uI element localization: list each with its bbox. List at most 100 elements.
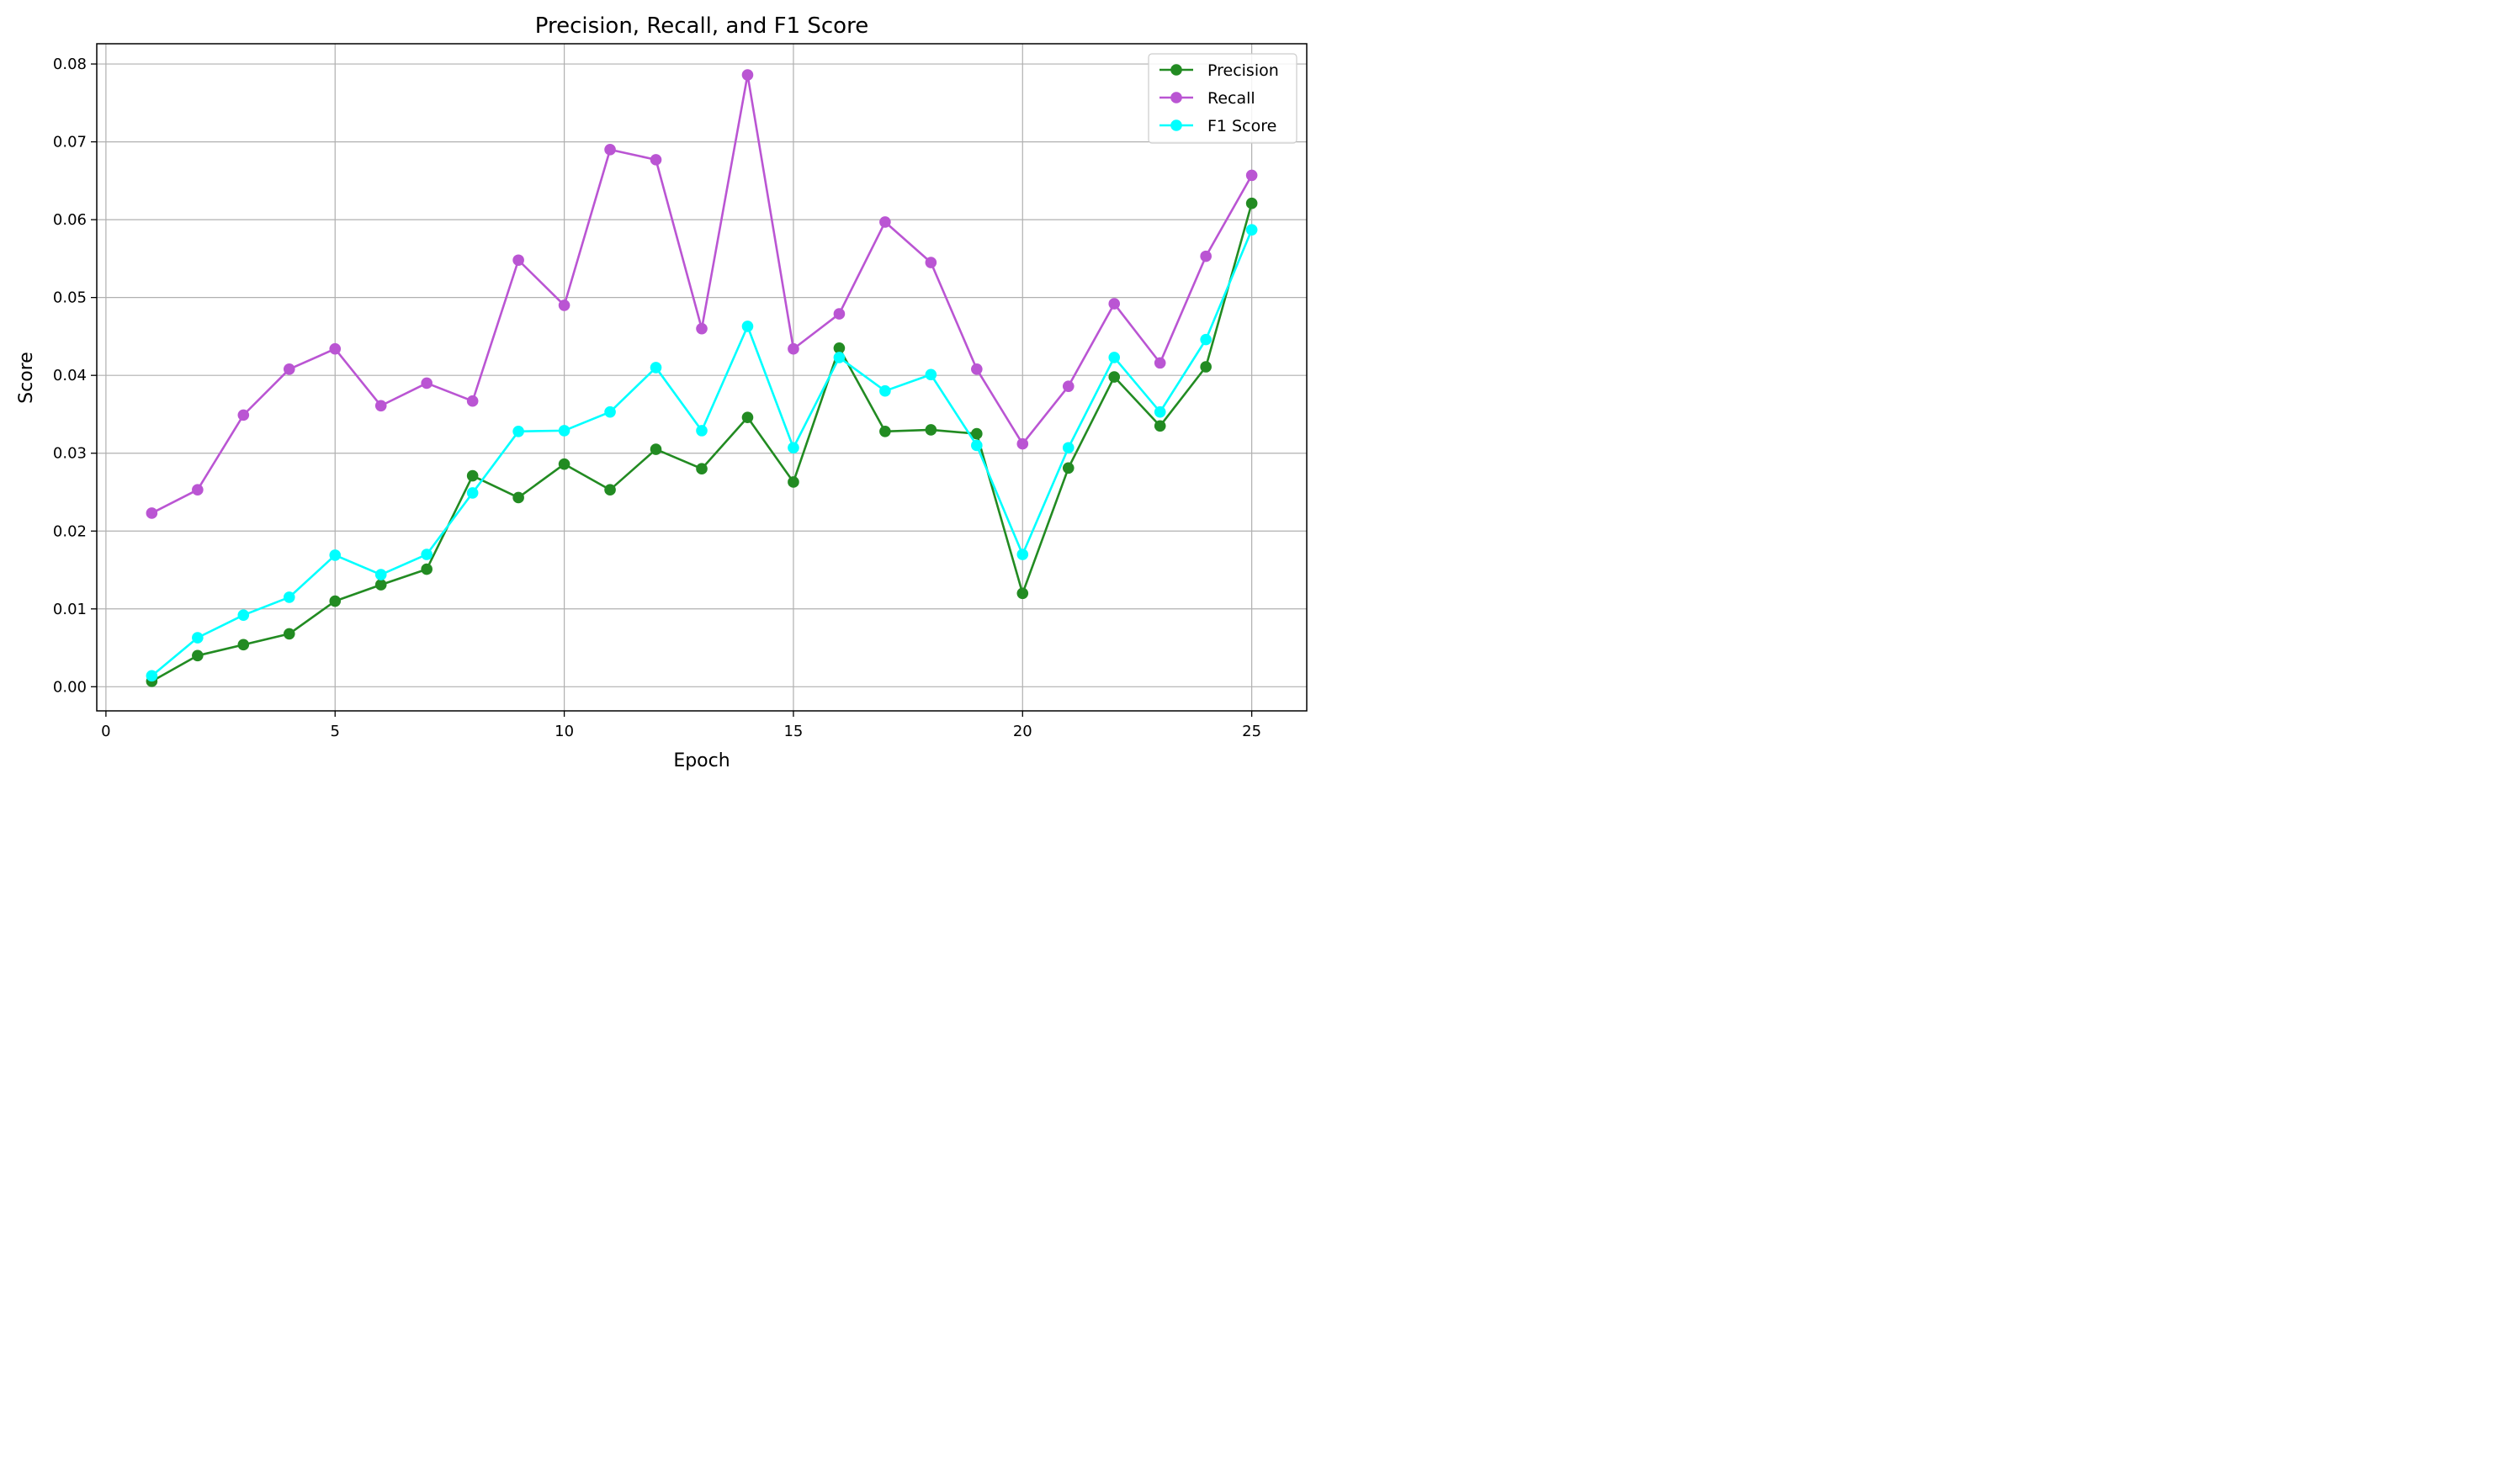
legend: Precision Recall F1 Score [1148,53,1297,144]
data-point [879,384,891,397]
data-point [283,628,295,640]
x-axis: 0 5 10 15 20 25 [101,711,1261,740]
data-point [466,469,479,482]
data-point [237,409,250,421]
data-point [833,308,846,320]
data-point [374,569,387,580]
data-point [604,144,616,156]
legend-item: Recall [1159,89,1255,108]
data-point [741,321,754,332]
data-point [374,579,387,591]
x-tick-label: 15 [783,723,803,740]
x-tick-label: 20 [1013,723,1032,740]
chart-title: Precision, Recall, and F1 Score [535,13,868,39]
data-point [146,670,158,682]
data-point [833,352,846,363]
data-point [925,424,937,436]
y-tick-label: 0.05 [53,289,87,307]
data-point [329,595,342,607]
data-point [1108,371,1121,383]
data-point [788,442,799,454]
data-point [604,484,616,496]
data-point [283,363,295,375]
series-precision [146,197,1258,687]
data-point [421,377,432,390]
data-point [696,322,708,335]
data-point [971,439,983,452]
series-f1-score [146,224,1258,682]
data-point [1016,549,1029,560]
data-point [329,342,342,355]
legend-swatch-marker [1170,92,1182,103]
y-tick-label: 0.06 [53,211,87,229]
data-point [1016,587,1029,600]
x-axis-title: Epoch [673,750,730,771]
data-point [1062,380,1075,392]
data-point [558,425,570,437]
data-point [421,563,432,575]
y-tick-label: 0.04 [53,367,87,384]
data-point [1016,437,1029,450]
grid-lines [97,44,1307,711]
data-point [466,487,479,499]
data-point [466,395,479,407]
legend-box [1148,53,1297,144]
data-point [650,443,662,455]
data-point [558,299,570,311]
legend-item: Precision [1159,61,1279,80]
data-point [879,216,891,228]
data-point [788,476,799,488]
data-point [329,549,342,561]
data-point [696,463,708,475]
data-point [1062,462,1075,474]
legend-label: F1 Score [1207,117,1276,135]
data-point [650,362,662,374]
data-point [192,632,204,644]
data-point [192,484,204,496]
series-recall [146,69,1258,519]
data-point [283,591,295,603]
data-point [1154,357,1166,369]
data-point [1245,197,1258,209]
x-tick-label: 0 [101,723,110,740]
data-point [1245,224,1258,236]
data-point [1200,250,1212,262]
data-point [558,458,570,470]
x-tick-label: 5 [331,723,340,740]
legend-swatch-marker [1170,119,1182,131]
data-point [237,639,250,651]
data-point [741,411,754,423]
data-point [374,400,387,412]
data-point [925,368,937,381]
series-layer [146,69,1258,687]
data-point [512,491,524,504]
data-point [604,405,616,418]
y-tick-label: 0.02 [53,522,87,540]
data-point [1200,333,1212,346]
figure-background [0,0,1319,789]
data-point [971,363,983,375]
data-point [1200,361,1212,373]
y-axis-title: Score [16,352,37,404]
data-point [146,507,158,519]
data-point [1154,420,1166,432]
data-point [1108,298,1121,310]
y-tick-label: 0.08 [53,56,87,73]
plot-frame [96,43,1308,712]
data-point [650,154,662,166]
data-point [512,254,524,267]
data-point [696,425,708,437]
data-point [1245,169,1258,182]
y-tick-label: 0.07 [53,134,87,151]
y-tick-label: 0.03 [53,445,87,463]
data-point [879,426,891,437]
data-point [741,69,754,81]
legend-swatch-marker [1170,64,1182,76]
legend-label: Precision [1207,61,1279,80]
x-tick-label: 25 [1242,723,1261,740]
data-point [192,649,204,662]
data-point [1062,442,1075,454]
data-point [1108,352,1121,363]
line-chart: Precision, Recall, and F1 Score 0 5 10 15 20… [0,0,1319,789]
data-point [788,342,799,355]
